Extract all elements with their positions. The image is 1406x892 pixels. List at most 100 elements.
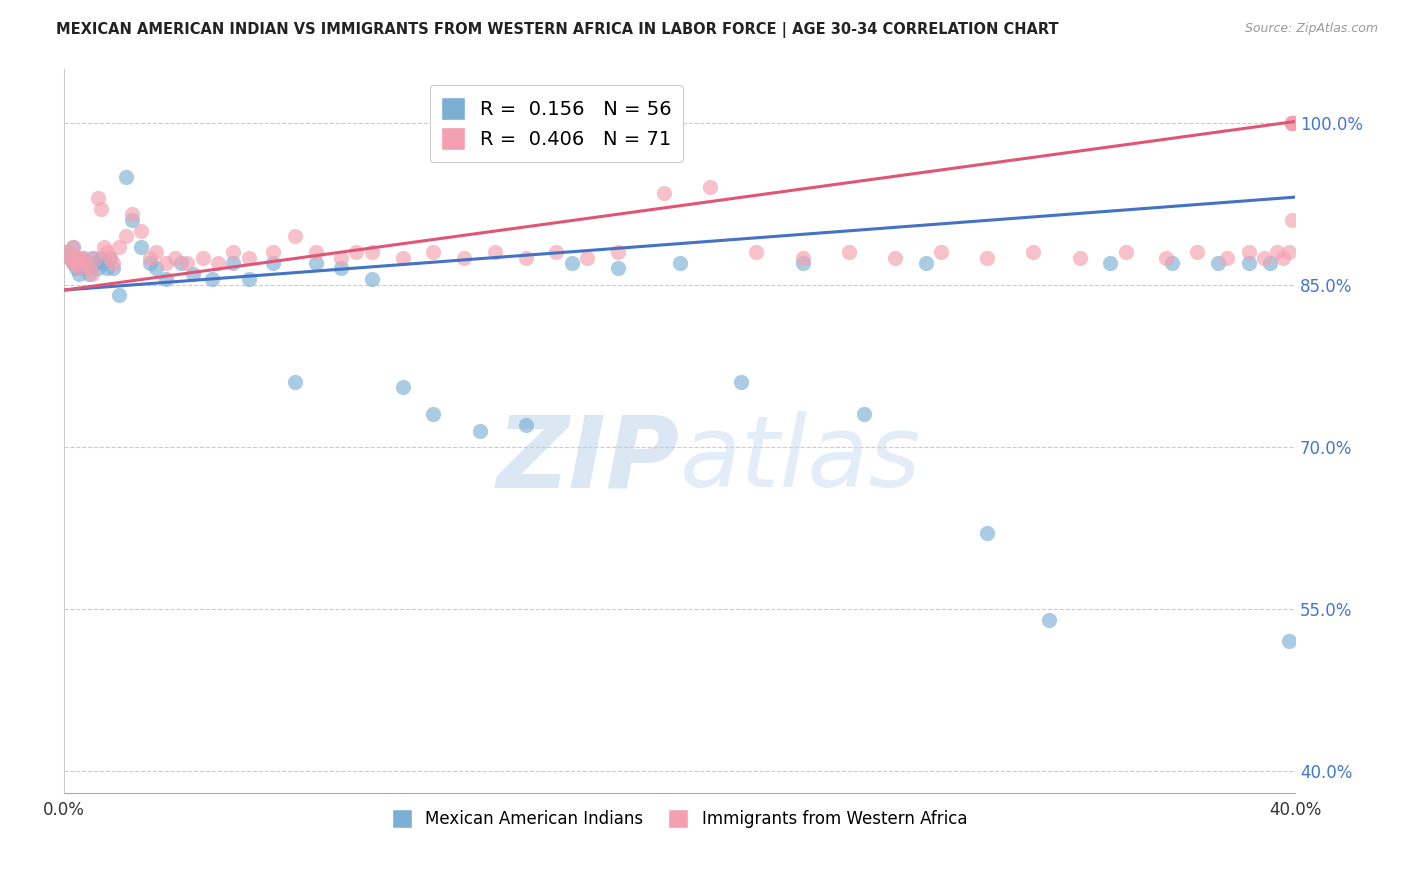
Point (56, 245, 79, 260)
Point (468, 424, 491, 438)
Point (238, 272, 260, 286)
Point (730, 375, 752, 389)
Point (222, 256, 245, 270)
Point (65, 256, 87, 270)
Point (1260, 256, 1282, 270)
Point (87, 191, 110, 205)
Point (546, 245, 568, 260)
Point (108, 240, 131, 254)
Point (1115, 245, 1137, 260)
Point (90, 251, 112, 265)
Point (1281, 115, 1303, 129)
Point (83, 256, 105, 270)
Point (87, 261, 110, 276)
Text: MEXICAN AMERICAN INDIAN VS IMMIGRANTS FROM WESTERN AFRICA IN LABOR FORCE | AGE 3: MEXICAN AMERICAN INDIAN VS IMMIGRANTS FR… (56, 22, 1059, 38)
Point (65, 251, 87, 265)
Point (65, 261, 87, 276)
Point (607, 261, 630, 276)
Point (72, 251, 94, 265)
Point (330, 261, 353, 276)
Point (1281, 115, 1303, 129)
Point (1281, 115, 1303, 129)
Point (75, 256, 97, 270)
Point (1278, 634, 1301, 648)
Point (929, 245, 952, 260)
Point (56, 245, 79, 260)
Point (201, 272, 224, 286)
Point (284, 375, 307, 389)
Point (69, 256, 91, 270)
Point (207, 256, 229, 270)
Point (422, 408, 444, 422)
Point (576, 251, 599, 265)
Point (145, 245, 167, 260)
Point (422, 245, 444, 260)
Point (1022, 245, 1045, 260)
Point (121, 207, 143, 221)
Point (72, 251, 94, 265)
Point (145, 261, 167, 276)
Point (792, 256, 814, 270)
Point (176, 256, 198, 270)
Point (1038, 613, 1060, 627)
Legend: Mexican American Indians, Immigrants from Western Africa: Mexican American Indians, Immigrants fro… (385, 803, 974, 835)
Point (484, 245, 506, 260)
Point (77, 261, 100, 276)
Point (884, 251, 907, 265)
Point (129, 224, 152, 238)
Point (62, 256, 84, 270)
Point (139, 256, 162, 270)
Point (170, 256, 193, 270)
Point (121, 212, 143, 227)
Point (853, 408, 876, 422)
Point (62, 240, 84, 254)
Point (344, 245, 367, 260)
Point (222, 245, 245, 260)
Point (668, 256, 690, 270)
Point (1237, 256, 1260, 270)
Point (155, 272, 177, 286)
Point (976, 251, 998, 265)
Point (103, 256, 125, 270)
Text: atlas: atlas (679, 411, 921, 508)
Point (59, 251, 82, 265)
Point (453, 251, 475, 265)
Point (114, 169, 136, 184)
Point (1206, 256, 1229, 270)
Text: ZIP: ZIP (496, 411, 679, 508)
Point (80, 267, 103, 281)
Point (129, 240, 152, 254)
Point (792, 251, 814, 265)
Point (62, 240, 84, 254)
Point (1278, 245, 1301, 260)
Point (65, 251, 87, 265)
Point (96, 261, 118, 276)
Point (360, 272, 382, 286)
Point (284, 229, 307, 244)
Point (360, 245, 382, 260)
Point (699, 180, 721, 194)
Point (139, 251, 162, 265)
Point (1099, 256, 1122, 270)
Point (262, 245, 284, 260)
Text: Source: ZipAtlas.com: Source: ZipAtlas.com (1244, 22, 1378, 36)
Point (98, 251, 121, 265)
Point (838, 245, 860, 260)
Point (69, 261, 91, 276)
Point (1185, 245, 1208, 260)
Point (305, 245, 328, 260)
Point (391, 380, 413, 394)
Point (745, 245, 768, 260)
Point (652, 186, 675, 200)
Point (59, 251, 82, 265)
Point (515, 251, 537, 265)
Point (1281, 115, 1303, 129)
Point (914, 256, 936, 270)
Point (181, 267, 204, 281)
Point (83, 251, 105, 265)
Point (103, 261, 125, 276)
Point (163, 251, 186, 265)
Point (1265, 245, 1288, 260)
Point (69, 251, 91, 265)
Point (108, 288, 131, 302)
